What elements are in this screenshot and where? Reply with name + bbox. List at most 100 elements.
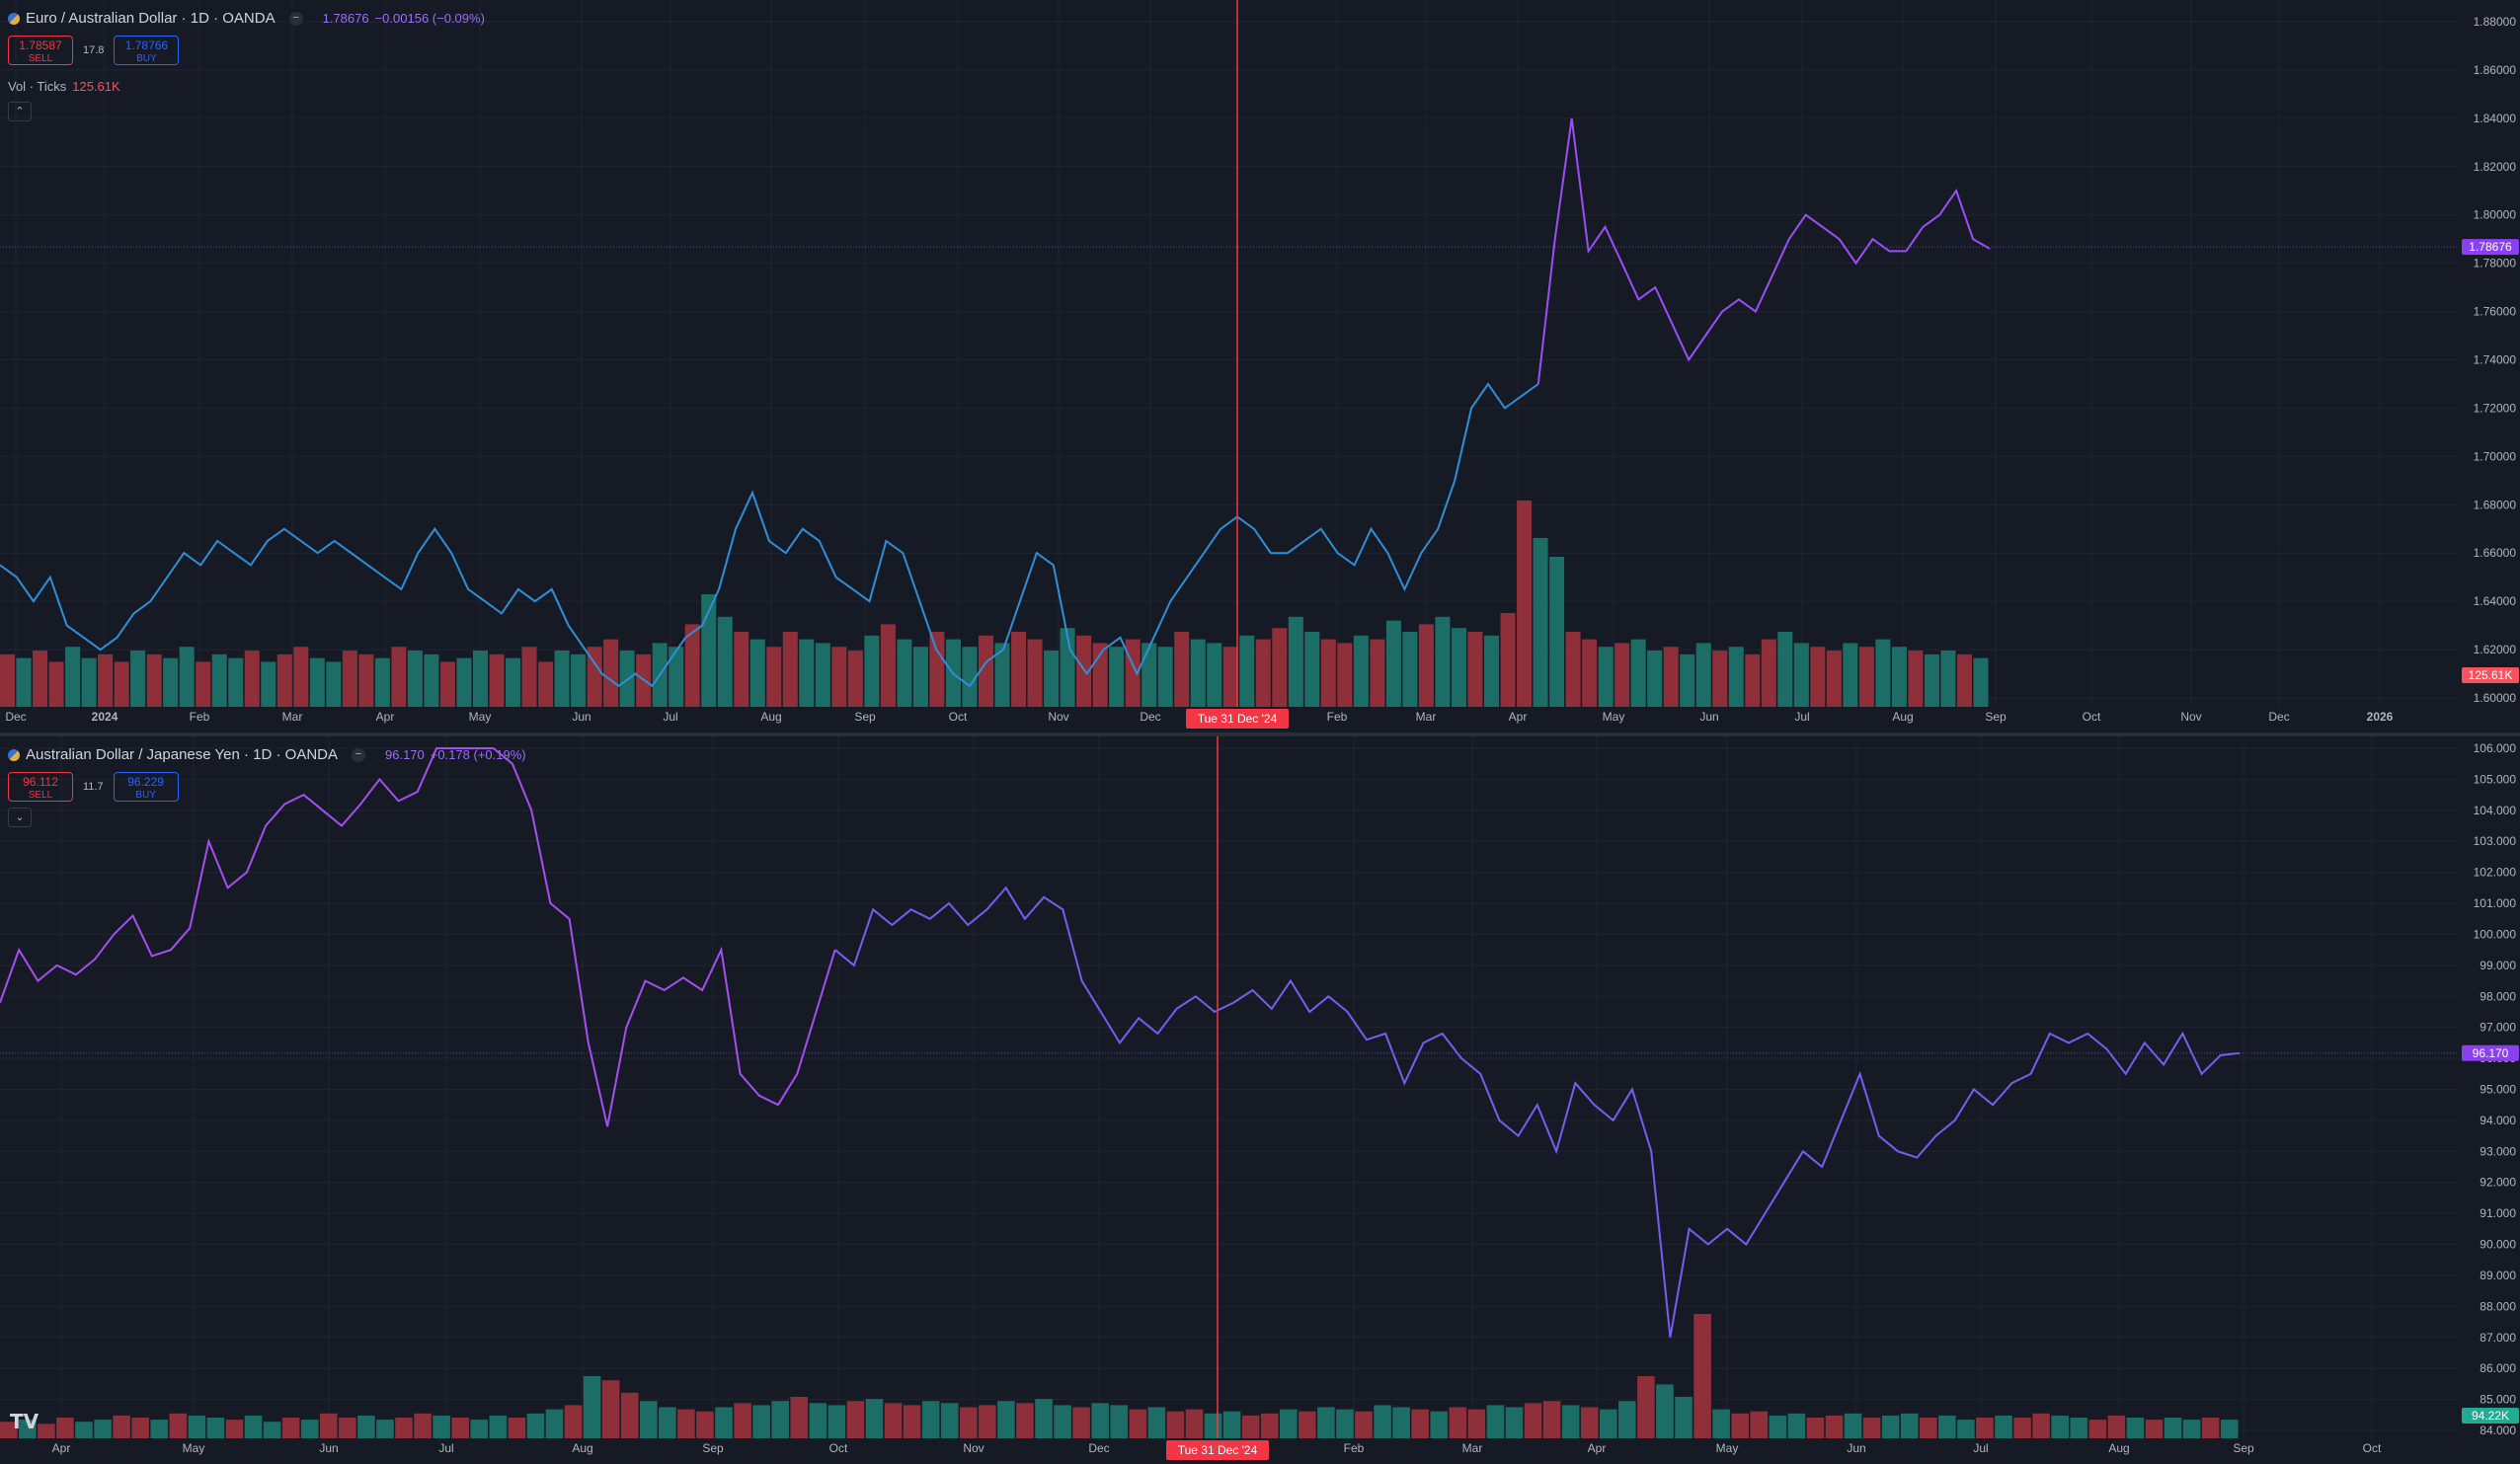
volume-bar: [358, 654, 374, 707]
volume-bar: [1280, 1409, 1298, 1438]
chevron-down-icon[interactable]: ⌄: [8, 808, 32, 827]
volume-bar: [244, 1415, 263, 1438]
buy-price: 96.229: [127, 775, 164, 789]
time-axis-label: Sep: [702, 1441, 724, 1455]
volume-bar: [1777, 632, 1793, 707]
time-axis-label: May: [1603, 710, 1625, 724]
trade-buttons: 96.112 SELL 11.7 96.229 BUY: [8, 772, 179, 802]
sell-label: SELL: [28, 790, 53, 801]
volume-bar: [1844, 1413, 1862, 1438]
volume-bar: [1561, 1405, 1580, 1438]
volume-bar: [1976, 1418, 1994, 1438]
price-tick-label: 98.000: [2480, 989, 2516, 1003]
volume-bar: [188, 1415, 206, 1438]
volume-bar: [1110, 1405, 1129, 1438]
volume-bar: [1656, 1384, 1674, 1438]
volume-label[interactable]: Vol · Ticks: [8, 79, 67, 94]
euraud-chart-pane[interactable]: 1.88000 1.86000 1.84000 1.82000 1.80000 1.780…: [0, 0, 2520, 732]
tradingview-logo[interactable]: TV: [10, 1410, 39, 1433]
volume-bar: [1091, 1403, 1109, 1438]
volume-bar: [281, 1418, 300, 1438]
volume-bar: [962, 647, 978, 707]
time-axis-label: Mar: [1462, 1441, 1483, 1455]
price-tick-label: 94.000: [2480, 1114, 2516, 1127]
volume-bar: [1129, 1409, 1147, 1438]
volume-bar: [1054, 1405, 1071, 1438]
price-tick-label: 105.000: [2474, 772, 2517, 786]
volume-bar: [1467, 1409, 1486, 1438]
volume-bar: [1614, 643, 1630, 707]
audjpy-chart-canvas[interactable]: 106.000 105.000 104.000 103.000 102.000 101.0…: [0, 736, 2520, 1464]
volume-bar: [2164, 1418, 2182, 1438]
price-tick-label: 1.64000: [2474, 594, 2517, 608]
volume-tag-label: 94.22K: [2472, 1409, 2509, 1423]
volume-bar: [1449, 1407, 1467, 1438]
crosshair-date-tag: [1186, 709, 1289, 729]
euraud-chart-canvas[interactable]: 1.88000 1.86000 1.84000 1.82000 1.80000 1.780…: [0, 0, 2520, 732]
volume-bar: [1304, 632, 1320, 707]
volume-bar: [1517, 501, 1533, 707]
volume-bar: [0, 654, 16, 707]
minus-icon[interactable]: −: [352, 747, 365, 762]
volume-bar: [897, 639, 912, 707]
volume-bar: [2013, 1418, 2031, 1438]
pane-separator[interactable]: [0, 732, 2520, 736]
volume-bar: [1712, 651, 1728, 707]
price-tick-label: 89.000: [2480, 1269, 2516, 1282]
price-tick-label: 106.000: [2474, 741, 2517, 755]
price-tick-label: 97.000: [2480, 1021, 2516, 1035]
symbol-title[interactable]: Euro / Australian Dollar · 1D · OANDA: [26, 10, 276, 27]
buy-button[interactable]: 1.78766 BUY: [114, 36, 180, 65]
price-tick-label: 1.68000: [2474, 498, 2517, 511]
volume-bar: [1157, 647, 1173, 707]
volume-bar: [790, 1397, 809, 1438]
volume-bar: [1761, 639, 1776, 707]
symbol-title[interactable]: Australian Dollar / Japanese Yen · 1D · …: [26, 746, 338, 763]
sell-button[interactable]: 96.112 SELL: [8, 772, 73, 802]
volume-bar: [880, 624, 896, 707]
volume-bar: [1207, 643, 1222, 707]
volume-bar: [1695, 643, 1711, 707]
price-tick-label: 1.80000: [2474, 208, 2517, 222]
volume-bar: [489, 654, 505, 707]
volume-bar: [1435, 616, 1451, 707]
sell-price: 1.78587: [19, 39, 62, 52]
volume-bar: [114, 661, 129, 707]
volume-bar: [0, 1422, 18, 1438]
volume-bar: [677, 1409, 695, 1438]
buy-button[interactable]: 96.229 BUY: [113, 772, 179, 802]
last-price: 96.170: [385, 747, 425, 762]
volume-bar: [506, 657, 521, 707]
volume-bar: [526, 1413, 545, 1438]
volume-bar: [782, 632, 798, 707]
volume-bar: [1680, 654, 1695, 707]
price-tick-label: 1.78000: [2474, 257, 2517, 270]
volume-bar: [169, 1413, 188, 1438]
volume-bar: [1881, 1415, 1900, 1438]
minus-icon[interactable]: −: [288, 11, 303, 26]
volume-bar: [1826, 651, 1842, 707]
volume-bar: [163, 657, 179, 707]
volume-bar: [1693, 1314, 1711, 1438]
volume-bar: [583, 1376, 601, 1438]
price-tag: [2462, 1044, 2519, 1061]
chevron-up-icon[interactable]: ⌃: [8, 102, 32, 121]
price-tick-label: 102.000: [2474, 866, 2517, 880]
sell-label: SELL: [28, 53, 53, 64]
price-tick-label: 1.86000: [2474, 63, 2517, 77]
audjpy-chart-pane[interactable]: 106.000 105.000 104.000 103.000 102.000 101.0…: [0, 736, 2520, 1464]
volume-bar: [1353, 635, 1369, 707]
price-tick-label: 100.000: [2474, 927, 2517, 941]
volume-bar: [1204, 1413, 1222, 1438]
volume-bar: [196, 661, 211, 707]
sell-button[interactable]: 1.78587 SELL: [8, 36, 73, 65]
volume-bar: [300, 1420, 319, 1438]
time-axis-label: 2026: [2367, 710, 2394, 724]
volume-bar: [2070, 1418, 2088, 1438]
volume-bar: [320, 1413, 338, 1438]
volume-bar: [131, 1418, 149, 1438]
price-tick-label: 87.000: [2480, 1331, 2516, 1345]
time-axis-label: May: [469, 710, 492, 724]
buy-label: BUY: [136, 53, 157, 64]
time-axis-label: 2024: [92, 710, 118, 724]
